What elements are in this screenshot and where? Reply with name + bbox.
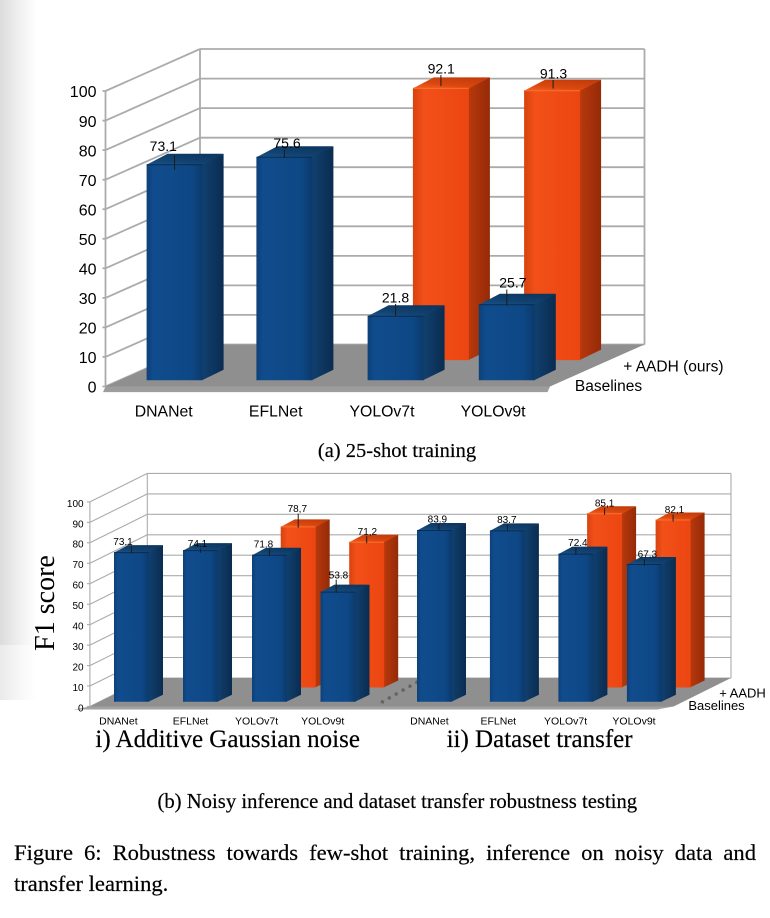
svg-text:EFLNet: EFLNet: [173, 716, 209, 728]
svg-text:73.1: 73.1: [150, 138, 177, 154]
svg-text:EFLNet: EFLNet: [249, 404, 303, 421]
svg-text:90: 90: [79, 114, 97, 131]
svg-text:21.8: 21.8: [382, 289, 409, 305]
svg-text:YOLOv9t: YOLOv9t: [461, 404, 527, 421]
svg-text:DNANet: DNANet: [135, 404, 194, 421]
svg-text:Baselines: Baselines: [688, 698, 745, 713]
svg-text:EFLNet: EFLNet: [480, 716, 516, 728]
svg-text:90: 90: [72, 519, 84, 530]
svg-text:30: 30: [79, 291, 97, 308]
svg-text:25.7: 25.7: [499, 275, 526, 291]
svg-text:YOLOv7t: YOLOv7t: [235, 716, 278, 728]
svg-text:DNANet: DNANet: [410, 716, 449, 728]
svg-text:92.1: 92.1: [428, 60, 455, 76]
svg-text:80: 80: [72, 540, 84, 551]
svg-text:100: 100: [67, 499, 84, 510]
svg-text:10: 10: [79, 350, 97, 367]
svg-text:70: 70: [79, 173, 97, 190]
svg-text:10: 10: [72, 683, 84, 694]
svg-text:67.3: 67.3: [638, 550, 658, 561]
svg-text:40: 40: [79, 262, 97, 279]
svg-text:+ AADH (ours): + AADH (ours): [623, 359, 723, 376]
svg-text:Baselines: Baselines: [575, 378, 642, 395]
svg-text:YOLOv7t: YOLOv7t: [350, 404, 416, 421]
svg-text:82,1: 82,1: [665, 505, 685, 516]
svg-text:60: 60: [72, 581, 84, 592]
svg-text:85,1: 85,1: [595, 498, 615, 509]
svg-text:0: 0: [88, 380, 97, 397]
svg-text:0: 0: [78, 703, 84, 714]
svg-text:71,2: 71,2: [358, 527, 378, 538]
svg-text:83.7: 83.7: [497, 515, 517, 526]
svg-text:F1 score: F1 score: [30, 555, 61, 651]
svg-text:YOLOv9t: YOLOv9t: [301, 716, 344, 728]
svg-text:YOLOv9t: YOLOv9t: [612, 716, 655, 728]
svg-text:83.9: 83.9: [428, 515, 448, 526]
svg-text:71.8: 71.8: [254, 539, 274, 550]
svg-text:20: 20: [79, 321, 97, 338]
svg-text:50: 50: [72, 601, 84, 612]
svg-text:DNANet: DNANet: [99, 716, 138, 728]
svg-text:YOLOv7t: YOLOv7t: [544, 716, 587, 728]
svg-text:60: 60: [79, 202, 97, 219]
svg-text:73.1: 73.1: [113, 537, 133, 548]
svg-text:70: 70: [72, 560, 84, 571]
svg-text:80: 80: [79, 143, 97, 160]
svg-text:20: 20: [72, 663, 84, 674]
svg-text:74.1: 74.1: [188, 539, 208, 550]
svg-text:+ AADH: + AADH: [719, 686, 766, 701]
svg-text:91.3: 91.3: [540, 66, 567, 82]
svg-text:100: 100: [70, 84, 97, 101]
svg-text:30: 30: [72, 642, 84, 653]
svg-text:72.4: 72.4: [568, 538, 588, 549]
svg-text:78,7: 78,7: [288, 504, 308, 515]
svg-text:40: 40: [72, 622, 84, 633]
svg-text:53.8: 53.8: [329, 570, 349, 581]
svg-text:75.6: 75.6: [273, 135, 300, 151]
svg-text:50: 50: [79, 232, 97, 249]
